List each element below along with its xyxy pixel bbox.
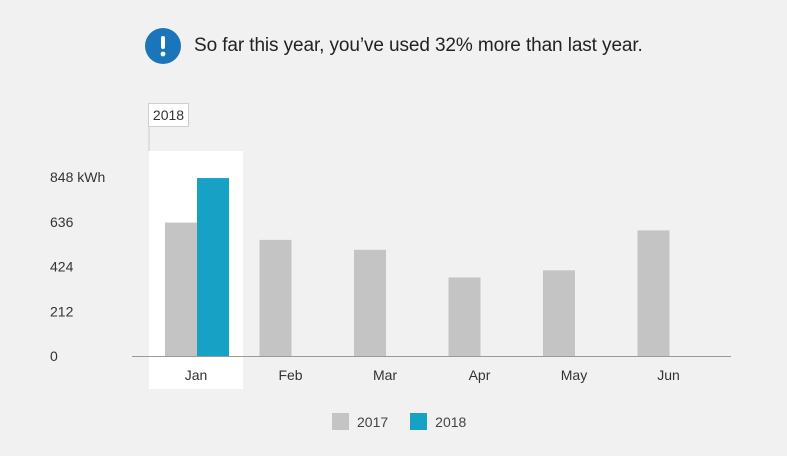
legend-label: 2017 (357, 413, 389, 430)
usage-notice-text: So far this year, you’ve used 32% more t… (194, 35, 643, 56)
tooltip-label: 2018 (153, 107, 184, 123)
bar-2017-feb (259, 239, 292, 356)
bar-2018-jan (197, 178, 229, 356)
tooltip-box (148, 103, 189, 127)
x-tick-label: Mar (373, 367, 397, 383)
bar-2017-may (543, 270, 575, 356)
legend-item-2017: 2017 (332, 413, 388, 430)
usage-notice: So far this year, you’ve used 32% more t… (145, 28, 643, 64)
x-tick-label: Apr (469, 367, 491, 383)
legend-swatch (410, 413, 428, 430)
x-tick-label: May (561, 367, 587, 383)
y-tick-label: 0 (50, 348, 58, 364)
legend-item-2018: 2018 (410, 413, 466, 430)
x-tick-label: Jun (657, 367, 680, 383)
y-tick-label: 424 (50, 259, 74, 275)
x-tick-label: Feb (278, 367, 302, 383)
bar-2017-jun (637, 230, 670, 356)
bar-2017-apr (448, 277, 481, 356)
x-tick-label: Jan (185, 367, 208, 383)
chart-legend: 2017 2018 (332, 413, 488, 430)
exclamation-circle-icon (145, 28, 181, 64)
legend-swatch (332, 413, 349, 430)
y-tick-label: 636 (50, 214, 74, 230)
legend-label: 2018 (435, 413, 467, 430)
bar-2017-jan (165, 222, 197, 356)
y-tick-label: 848 kWh (50, 169, 105, 185)
y-tick-label: 212 (50, 303, 74, 319)
bar-2017-mar (354, 249, 386, 356)
